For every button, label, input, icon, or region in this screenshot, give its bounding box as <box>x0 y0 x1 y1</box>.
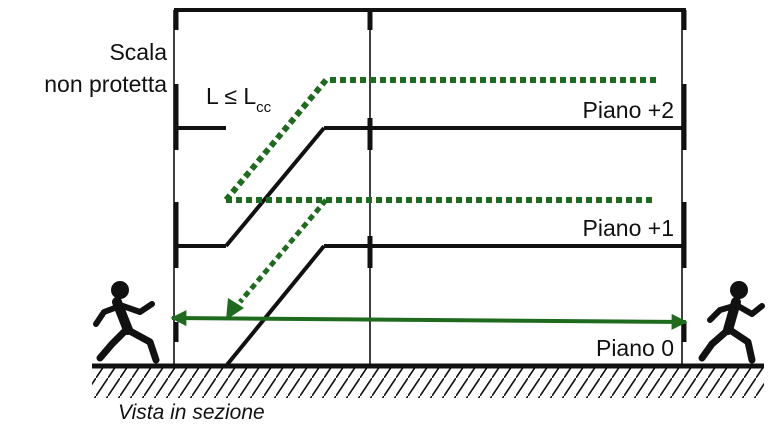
running-person-icon <box>93 281 160 364</box>
stair-title-line1: Scala <box>109 39 167 65</box>
floor-label-ground: Piano 0 <box>596 335 674 361</box>
length-condition-label: L ≤ Lcc <box>206 83 272 116</box>
stair-flight-lower <box>224 244 326 368</box>
escape-route <box>170 77 688 330</box>
diagram-caption: Vista in sezione <box>118 401 265 424</box>
length-condition-subscript: cc <box>256 99 272 116</box>
escape-path-descent <box>238 198 328 304</box>
stair-flight-upper <box>224 126 326 248</box>
ground-hatching <box>92 368 764 398</box>
ground <box>92 363 764 398</box>
stair-title-line2: non protetta <box>44 71 167 97</box>
building-structure <box>173 8 687 368</box>
ground-exit-arrow <box>170 310 688 330</box>
floor-label-plus1: Piano +1 <box>583 215 674 241</box>
escape-path-upper <box>223 77 656 202</box>
length-condition-main: L ≤ L <box>206 83 256 109</box>
floor-label-plus2: Piano +2 <box>583 97 674 123</box>
running-person-icon <box>698 281 765 364</box>
